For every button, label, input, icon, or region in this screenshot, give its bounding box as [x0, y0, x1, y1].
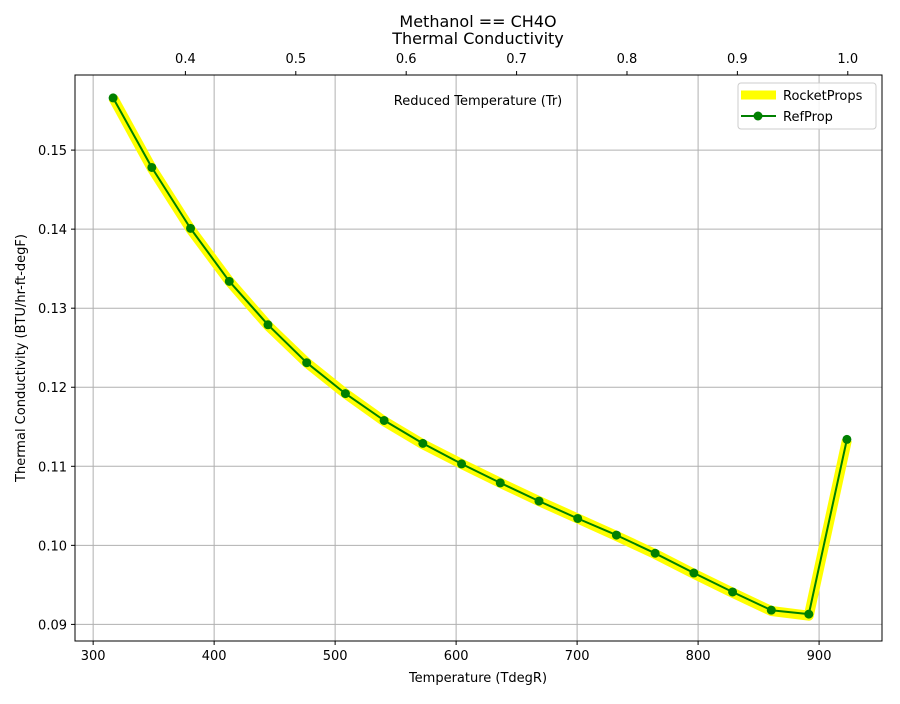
- x-tick-label: 900: [807, 649, 832, 664]
- chart-title-line1: Methanol == CH4O: [399, 12, 556, 31]
- refprop-point: [534, 496, 544, 506]
- refprop-point: [611, 530, 621, 540]
- top-tick-label: 0.6: [396, 52, 417, 67]
- legend-rocketprops-label: RocketProps: [783, 89, 863, 104]
- plot-frame: [74, 74, 883, 642]
- top-tick-label: 0.9: [727, 52, 748, 67]
- x-axis-label: Temperature (TdegR): [408, 671, 547, 686]
- x-tick-label: 600: [444, 649, 469, 664]
- grid: [75, 75, 882, 641]
- refprop-point: [842, 434, 852, 444]
- x-tick-label: 300: [81, 649, 106, 664]
- y-tick-label: 0.13: [38, 302, 67, 317]
- refprop-point: [457, 459, 467, 469]
- refprop-point: [302, 358, 312, 368]
- y-tick-label: 0.14: [38, 223, 67, 238]
- refprop-point: [495, 478, 505, 488]
- refprop-line: [112, 97, 848, 616]
- x-axis-ticks: 300 400 500 600 700 800 900: [81, 641, 832, 664]
- chart-title-line2: Thermal Conductivity: [391, 29, 564, 48]
- refprop-point: [804, 609, 814, 619]
- refprop-point: [263, 320, 273, 330]
- refprop-point: [418, 438, 428, 448]
- x-tick-label: 700: [565, 649, 590, 664]
- refprop-point: [186, 223, 196, 233]
- y-tick-label: 0.11: [38, 460, 67, 475]
- legend-refprop-marker: [753, 111, 763, 121]
- refprop-point: [728, 587, 738, 597]
- top-tick-label: 0.7: [506, 52, 527, 67]
- top-tick-label: 0.4: [175, 52, 196, 67]
- top-tick-label: 0.8: [617, 52, 638, 67]
- top-tick-label: 1.0: [837, 52, 858, 67]
- legend: RocketProps RefProp: [737, 82, 877, 130]
- y-axis-ticks: 0.09 0.10 0.11 0.12 0.13 0.14 0.15: [38, 144, 75, 633]
- refprop-point: [224, 276, 234, 286]
- x-tick-label: 500: [323, 649, 348, 664]
- series-refprop: [108, 93, 852, 619]
- top-tick-label: 0.5: [285, 52, 306, 67]
- refprop-point: [147, 162, 157, 172]
- refprop-point: [340, 389, 350, 399]
- y-tick-label: 0.10: [38, 539, 67, 554]
- x-tick-label: 400: [202, 649, 227, 664]
- refprop-point: [573, 513, 583, 523]
- top-axis-label: Reduced Temperature (Tr): [394, 94, 562, 109]
- top-axis-ticks: 0.4 0.5 0.6 0.7 0.8 0.9 1.0: [175, 52, 858, 75]
- refprop-point: [379, 415, 389, 425]
- x-tick-label: 800: [686, 649, 711, 664]
- y-tick-label: 0.09: [38, 618, 67, 633]
- y-tick-label: 0.15: [38, 144, 67, 159]
- y-axis-label: Thermal Conductivity (BTU/hr-ft-degF): [14, 234, 29, 483]
- refprop-point: [689, 568, 699, 578]
- refprop-point: [650, 548, 660, 558]
- refprop-point: [108, 93, 118, 103]
- refprop-point: [766, 605, 776, 615]
- legend-refprop-label: RefProp: [783, 110, 833, 125]
- y-tick-label: 0.12: [38, 381, 67, 396]
